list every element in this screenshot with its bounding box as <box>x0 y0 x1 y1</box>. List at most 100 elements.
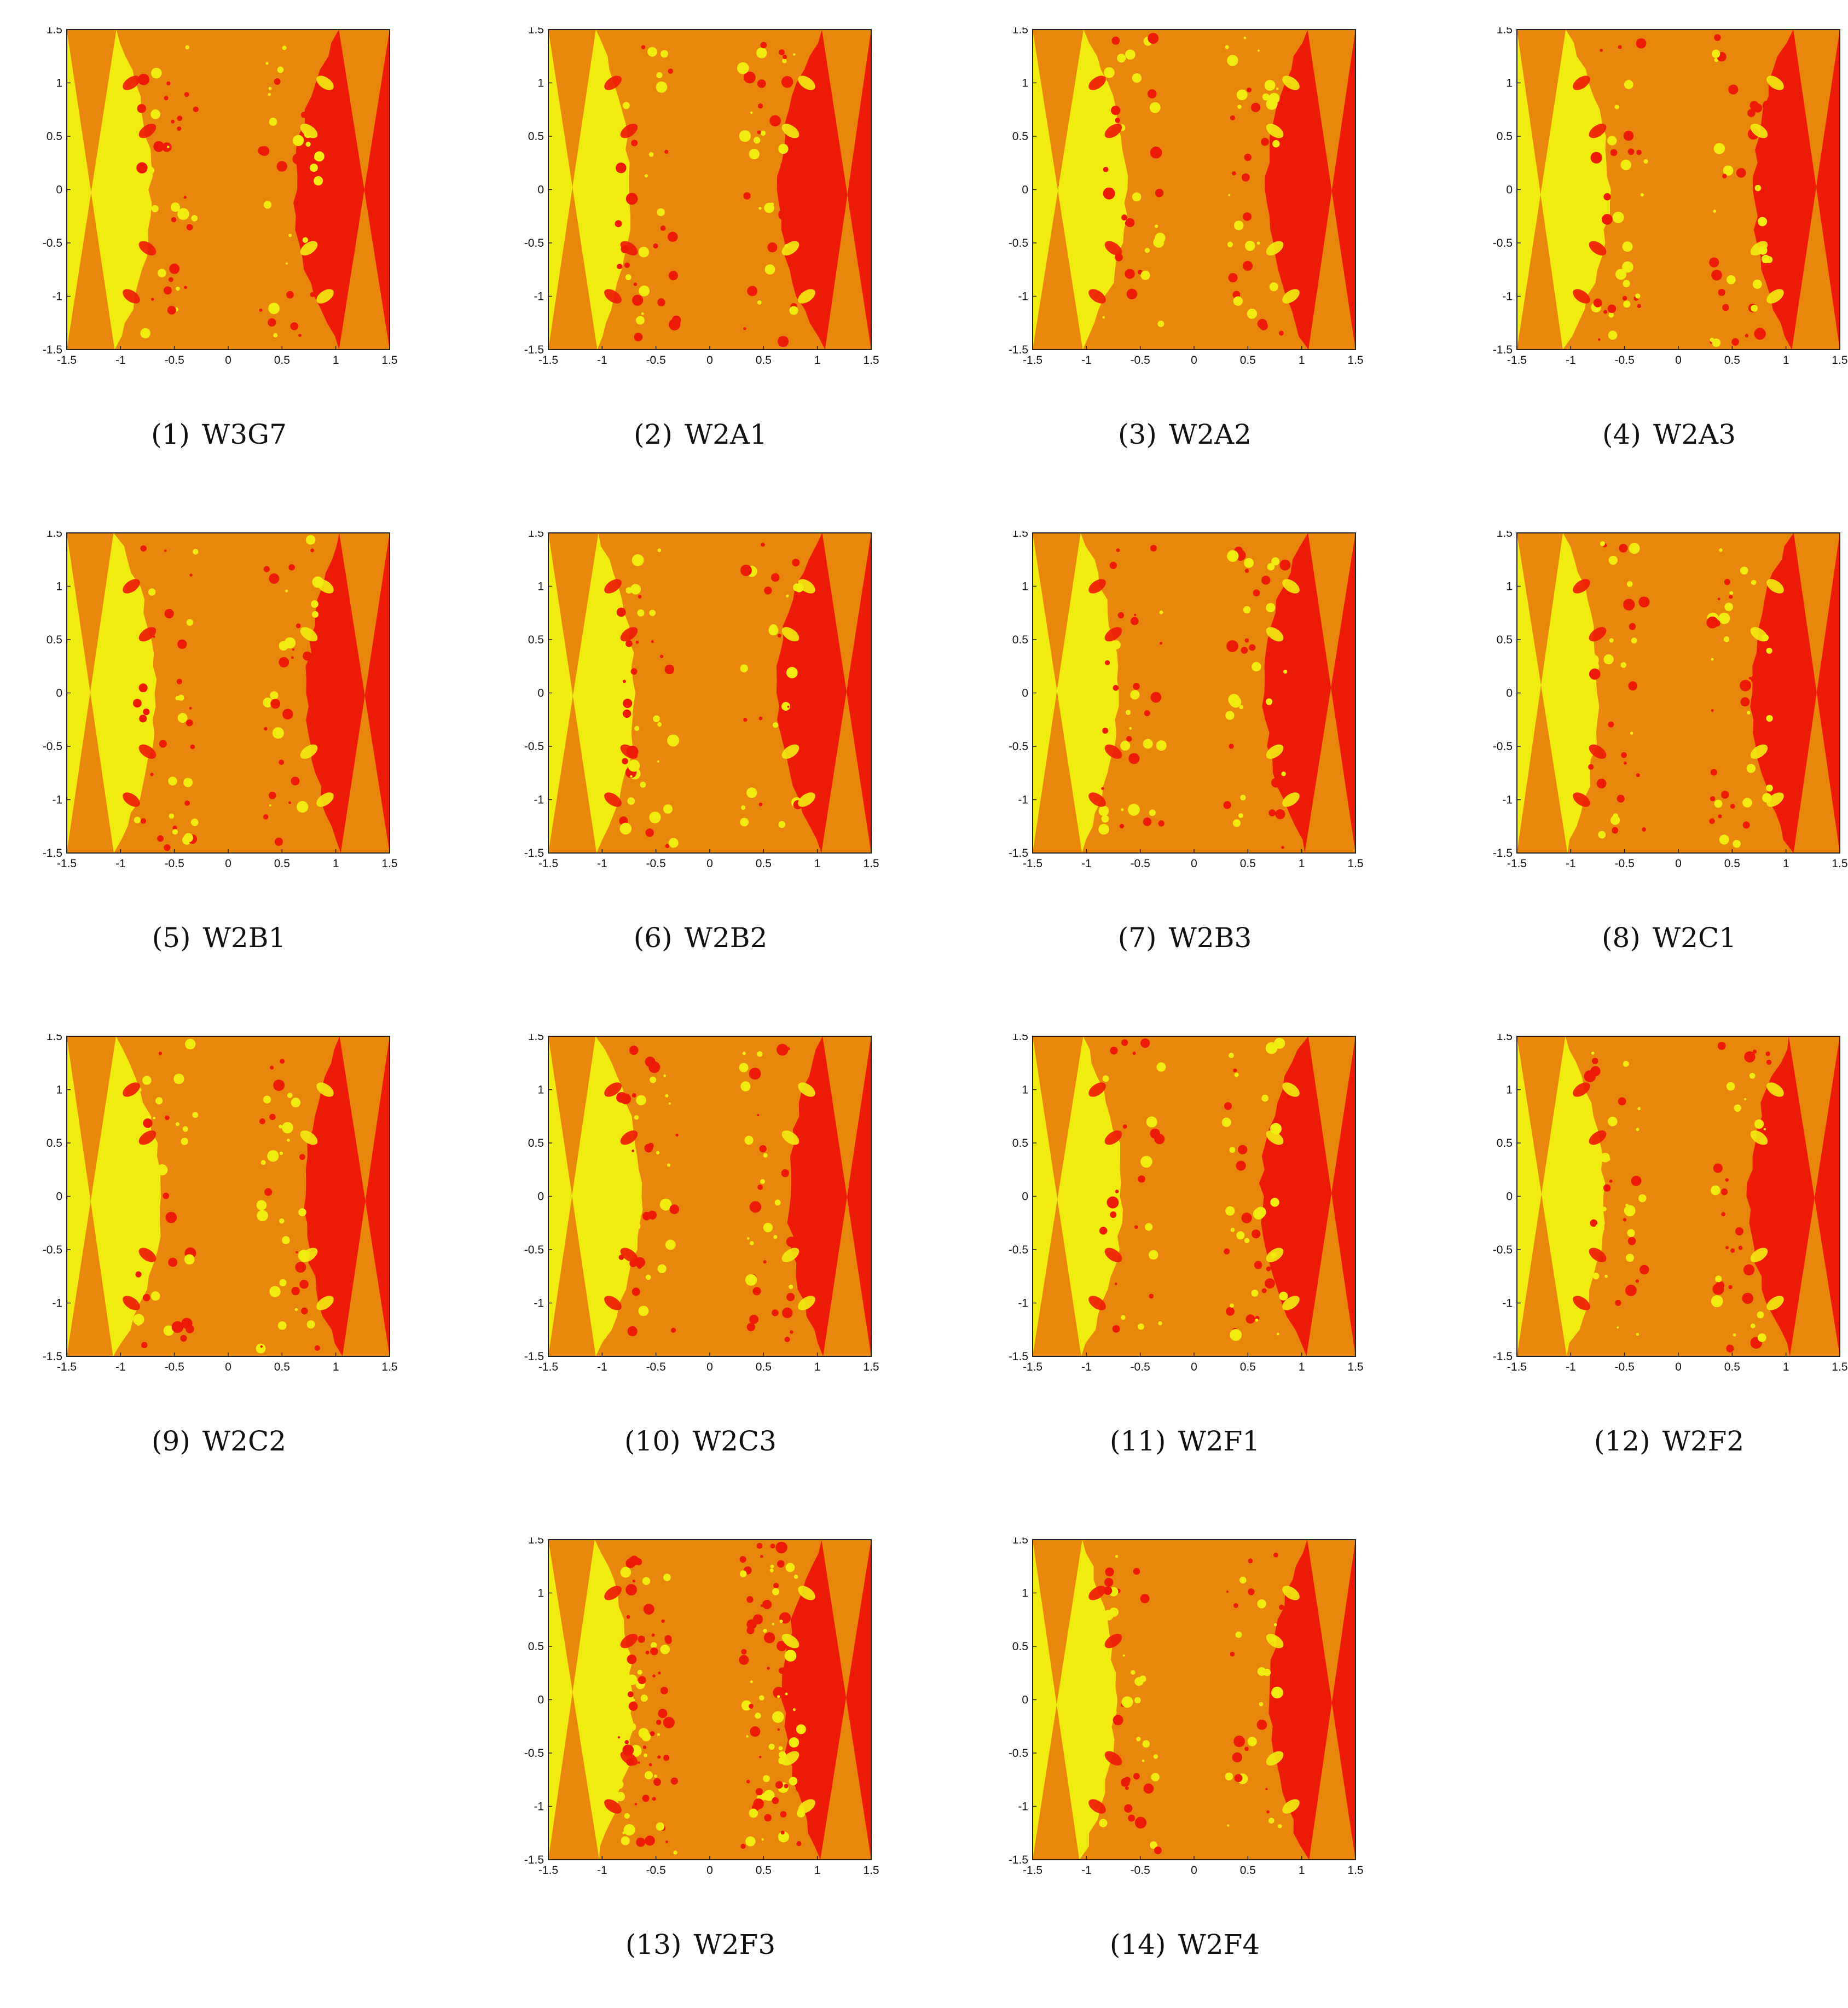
y-tick-label: -1 <box>534 1801 544 1813</box>
y-tick-label: 0 <box>1022 184 1028 196</box>
x-tick-label: 1 <box>1299 1864 1305 1877</box>
boundary-speckles <box>123 1038 334 1354</box>
y-tick-label: 0 <box>537 1694 544 1707</box>
x-tick-label: -1 <box>1081 857 1092 870</box>
plot-panel: -1.5 -1 -0.5 0 0.5 1 1.5 1.5 1 0.5 0 -0.5 -1 -1.5 (12)… <box>1472 1034 1848 1505</box>
yellow-basin <box>67 533 157 853</box>
yellow-basin <box>548 1036 643 1356</box>
x-tick-label: -1.5 <box>57 857 77 870</box>
yellow-basin <box>1033 1540 1117 1860</box>
y-tick-label: 1.5 <box>528 531 544 539</box>
y-tick-label: 0 <box>537 184 544 196</box>
x-tick-label: -1.5 <box>538 1864 558 1877</box>
x-tick-label: 1.5 <box>863 1864 879 1877</box>
yellow-basin <box>1033 533 1119 853</box>
y-tick-label: 1.5 <box>528 1034 544 1043</box>
y-tick-label: 0 <box>1022 687 1028 700</box>
x-tick-label: -1 <box>1566 354 1576 367</box>
x-tick-label: 1.5 <box>1347 1361 1363 1373</box>
panel-caption: (2) W2A1 <box>503 419 897 450</box>
boundary-speckles <box>123 45 334 339</box>
panel-method-label: W2B3 <box>1168 922 1252 954</box>
basin-plot: -1.5 -1 -0.5 0 0.5 1 1.5 1.5 1 0.5 0 -0.5 -1 -1.5 <box>1009 531 1364 870</box>
y-tick-label: 0 <box>1506 1191 1513 1203</box>
plot-panel: -1.5 -1 -0.5 0 0.5 1 1.5 1.5 1 0.5 0 -0.5 -1 -1.5 (1) W… <box>22 27 416 498</box>
x-tick-label: -1 <box>1566 1361 1576 1373</box>
y-tick-label: -1.5 <box>1493 847 1513 860</box>
x-tick-label: 0 <box>706 857 713 870</box>
y-tick-label: 1 <box>537 1587 544 1600</box>
red-basin <box>787 1036 871 1356</box>
y-tick-label: 0 <box>56 1191 62 1203</box>
basin-plot: -1.5 -1 -0.5 0 0.5 1 1.5 1.5 1 0.5 0 -0.5 -1 -1.5 <box>1493 27 1848 367</box>
x-tick-label: 0 <box>1191 1864 1197 1877</box>
panel-caption: (11) W2F1 <box>988 1425 1382 1457</box>
y-tick-label: 0.5 <box>47 130 62 143</box>
panel-number: (2) <box>634 419 673 450</box>
x-tick-label: 0 <box>1191 354 1197 367</box>
yellow-basin <box>1033 1036 1123 1356</box>
x-tick-label: -0.5 <box>1615 857 1635 870</box>
y-tick-label: -1 <box>52 291 62 303</box>
x-tick-label: 1.5 <box>1832 1361 1847 1373</box>
plot-panel: -1.5 -1 -0.5 0 0.5 1 1.5 1.5 1 0.5 0 -0.5 -1 -1.5 (7) W… <box>988 531 1382 1001</box>
panel-number: (10) <box>624 1425 681 1457</box>
x-tick-label: 1.5 <box>863 857 879 870</box>
y-tick-label: -1.5 <box>524 1350 544 1363</box>
panel-method-label: W2A3 <box>1653 419 1736 450</box>
x-tick-label: 0 <box>1191 857 1197 870</box>
y-tick-label: 1 <box>1506 1084 1513 1096</box>
x-tick-label: 0.5 <box>756 354 772 367</box>
y-tick-label: 1 <box>56 1084 62 1096</box>
x-tick-label: 1 <box>1299 354 1305 367</box>
panel-method-label: W2F1 <box>1178 1425 1260 1457</box>
y-tick-label: -0.5 <box>524 1244 544 1256</box>
y-tick-label: -1.5 <box>1009 344 1028 356</box>
red-basin <box>1750 533 1840 853</box>
yellow-basin <box>67 30 153 350</box>
panel-caption: (7) W2B3 <box>988 922 1382 954</box>
x-tick-label: -0.5 <box>646 857 666 870</box>
plot-panel: -1.5 -1 -0.5 0 0.5 1 1.5 1.5 1 0.5 0 -0.5 -1 -1.5 (4) W… <box>1472 27 1848 498</box>
y-tick-label: 1.5 <box>47 1034 62 1043</box>
boundary-speckles <box>1573 34 1784 347</box>
panel-caption: (10) W2C3 <box>503 1425 897 1457</box>
x-tick-label: -0.5 <box>1131 354 1150 367</box>
y-tick-label: -1.5 <box>43 847 62 860</box>
basin-plot: -1.5 -1 -0.5 0 0.5 1 1.5 1.5 1 0.5 0 -0.5 -1 -1.5 <box>43 27 398 367</box>
panel-caption: (12) W2F2 <box>1472 1425 1848 1457</box>
panel-method-label: W2B1 <box>202 922 286 954</box>
x-tick-label: -1.5 <box>1507 857 1527 870</box>
red-basin <box>776 533 871 853</box>
x-tick-label: 1 <box>1783 1361 1789 1373</box>
y-tick-label: 1.5 <box>1012 1537 1028 1546</box>
y-tick-label: -0.5 <box>1009 237 1028 249</box>
y-tick-label: 1 <box>537 1084 544 1096</box>
y-tick-label: -1.5 <box>1009 1854 1028 1866</box>
basin-plot: -1.5 -1 -0.5 0 0.5 1 1.5 1.5 1 0.5 0 -0.5 -1 -1.5 <box>524 531 879 870</box>
basin-plot: -1.5 -1 -0.5 0 0.5 1 1.5 1.5 1 0.5 0 -0.5 -1 -1.5 <box>1009 1537 1364 1877</box>
x-tick-label: -0.5 <box>1131 857 1150 870</box>
x-tick-label: 0 <box>1675 857 1682 870</box>
y-tick-label: 1 <box>1022 1587 1028 1600</box>
basin-plot: -1.5 -1 -0.5 0 0.5 1 1.5 1.5 1 0.5 0 -0.5 -1 -1.5 <box>43 531 398 870</box>
y-tick-label: -0.5 <box>524 740 544 753</box>
y-tick-label: -1 <box>1018 1297 1028 1310</box>
y-tick-label: -1 <box>1502 1297 1513 1310</box>
panel-method-label: W2A1 <box>684 419 767 450</box>
x-tick-label: 1.5 <box>381 857 397 870</box>
basin-plot: -1.5 -1 -0.5 0 0.5 1 1.5 1.5 1 0.5 0 -0.5 -1 -1.5 <box>524 1537 879 1877</box>
y-tick-label: -1 <box>52 794 62 806</box>
panel-caption: (4) W2A3 <box>1472 419 1848 450</box>
panel-method-label: W2C1 <box>1652 922 1737 954</box>
x-tick-label: -1 <box>115 857 126 870</box>
x-tick-label: -0.5 <box>1131 1864 1150 1877</box>
y-tick-label: 1.5 <box>47 27 62 36</box>
panel-method-label: W2F4 <box>1178 1929 1260 1960</box>
y-tick-label: 0 <box>1506 687 1513 700</box>
x-tick-label: 0 <box>1675 354 1682 367</box>
y-tick-label: -1 <box>534 291 544 303</box>
y-tick-label: -1.5 <box>524 344 544 356</box>
basin-plot: -1.5 -1 -0.5 0 0.5 1 1.5 1.5 1 0.5 0 -0.5 -1 -1.5 <box>524 27 879 367</box>
x-tick-label: -0.5 <box>1131 1361 1150 1373</box>
